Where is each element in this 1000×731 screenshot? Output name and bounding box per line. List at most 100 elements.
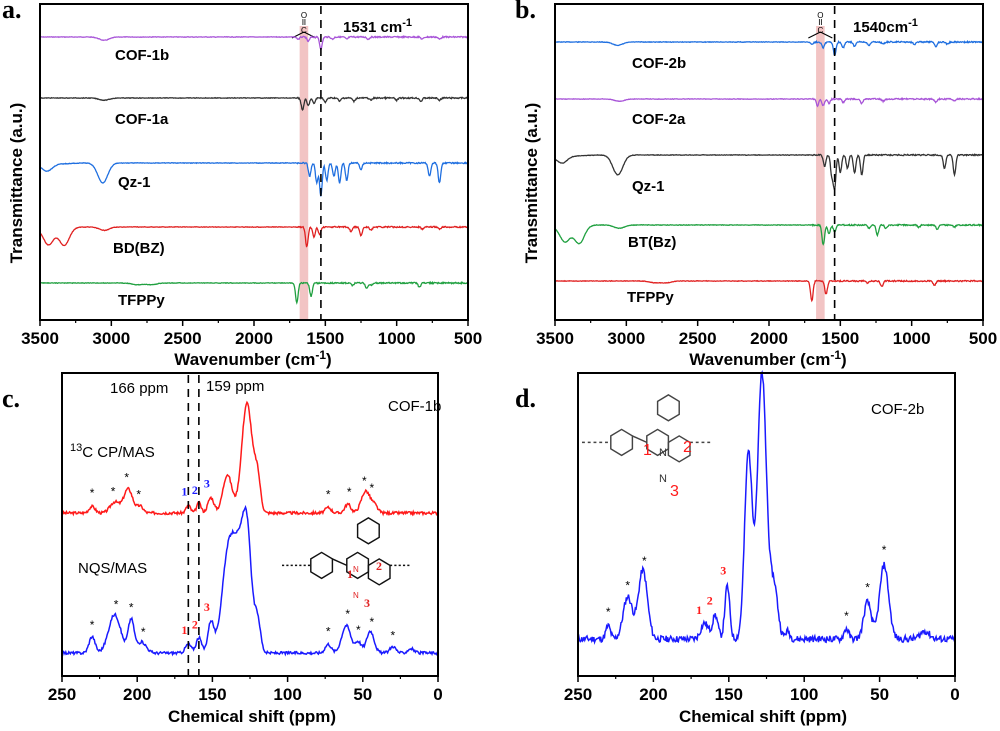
peak-label-3: 3 xyxy=(204,600,210,614)
x-tick-label: 100 xyxy=(273,685,301,704)
panel-d-title: COF-2b xyxy=(871,401,924,418)
ir-spectrum-qz-1 xyxy=(554,153,984,191)
structure-atom-n2-d: N xyxy=(659,473,667,485)
series-label-cp-mas: 13C CP/MAS xyxy=(70,442,155,461)
x-tick-label: 200 xyxy=(123,685,151,704)
dashed-line-label-159: 159 ppm xyxy=(206,378,264,395)
dashed-line-label-1540: 1540cm-1 xyxy=(853,17,918,36)
nmr-spectrum-nqs-mas xyxy=(61,504,439,657)
dashed-line-label-text-b: 1540cm xyxy=(853,19,908,36)
series-label-cof-2b: COF-2b xyxy=(632,55,686,72)
x-axis-title-d: Chemical shift (ppm) xyxy=(679,707,847,726)
peak-label-2: 2 xyxy=(707,594,713,608)
series-label-cp-mas-rest: C CP/MAS xyxy=(82,444,155,461)
plot-frame xyxy=(577,372,956,677)
spinning-sideband-marker: * xyxy=(90,618,95,632)
spinning-sideband-marker: * xyxy=(111,484,116,498)
series-label-tfppy: TFPPy xyxy=(118,292,165,309)
spinning-sideband-marker: * xyxy=(606,605,611,619)
structure-atom-n1-d: N xyxy=(659,447,667,459)
spinning-sideband-marker: * xyxy=(90,486,95,500)
spinning-sideband-marker: * xyxy=(882,543,887,557)
structure-label-1-d: 1 xyxy=(643,442,652,459)
peak-label-2: 2 xyxy=(192,617,198,631)
peak-label-1: 1 xyxy=(696,603,702,617)
benzo-ring-d xyxy=(667,435,691,463)
x-tick-label: 500 xyxy=(969,329,997,348)
ir-spectrum-tfppy xyxy=(554,278,984,303)
x-tick-label: 3500 xyxy=(21,329,59,348)
peak-label-3: 3 xyxy=(720,563,726,577)
peak-label-2: 2 xyxy=(192,483,198,497)
x-axis-title-b-sup: -1 xyxy=(830,348,841,362)
x-tick-label: 2000 xyxy=(750,329,788,348)
peak-label-1: 1 xyxy=(181,623,187,637)
phenyl-ring-top-d xyxy=(656,394,680,422)
carbonyl-c-atom: C xyxy=(301,26,307,35)
x-tick-label: 500 xyxy=(454,329,482,348)
ir-spectrum-cof-2b xyxy=(554,39,984,56)
x-tick-label: 0 xyxy=(433,685,442,704)
dashed-line-label-1531: 1531 cm-1 xyxy=(343,17,412,36)
panel-a-plot-area: CO 3500 3000 2500 2000 1500 1000 500 xyxy=(21,3,482,348)
series-label-qz-1: Qz-1 xyxy=(118,174,151,191)
carbonyl-o-atom: O xyxy=(817,11,823,20)
series-label-bt-bz: BT(Bz) xyxy=(628,234,676,251)
x-tick-label: 3000 xyxy=(607,329,645,348)
spinning-sideband-marker: * xyxy=(136,487,141,501)
dashed-line-label-text: 1531 cm xyxy=(343,19,402,36)
dashed-line-label-166: 166 ppm xyxy=(110,380,168,397)
series-label-cp-mas-sup: 13 xyxy=(70,442,82,454)
panel-b-letter: b. xyxy=(515,0,536,24)
panel-c-title: COF-1b xyxy=(388,398,441,415)
x-axis-title-a-close: ) xyxy=(326,350,332,369)
spinning-sideband-marker: * xyxy=(129,600,134,614)
panel-a-letter: a. xyxy=(2,0,22,24)
spinning-sideband-marker: * xyxy=(347,485,352,499)
plot-frame xyxy=(39,3,469,321)
x-tick-label: 50 xyxy=(870,685,889,704)
series-label-cof-1a: COF-1a xyxy=(115,111,169,128)
x-tick-label: 100 xyxy=(790,685,818,704)
structure-atom-n2-c: N xyxy=(353,591,359,600)
phenyl-ring-left xyxy=(310,551,334,580)
x-axis-title-b: Wavenumber (cm-1) xyxy=(689,348,846,369)
y-axis-title-b: Transmittance (a.u.) xyxy=(522,103,541,264)
x-tick-label: 2000 xyxy=(235,329,273,348)
spinning-sideband-marker: * xyxy=(345,607,350,621)
spinning-sideband-marker: * xyxy=(362,474,367,488)
spinning-sideband-marker: * xyxy=(114,597,119,611)
structure-atom-n1-c: N xyxy=(353,565,359,574)
nmr-spectrum-13c-cp-mas xyxy=(61,400,439,517)
x-tick-label: 3500 xyxy=(536,329,574,348)
spinning-sideband-marker: * xyxy=(369,615,374,629)
spinning-sideband-marker: * xyxy=(391,629,396,643)
dashed-line-label-sup: -1 xyxy=(402,17,412,29)
spinning-sideband-marker: * xyxy=(369,481,374,495)
x-tick-label: 2500 xyxy=(164,329,202,348)
structure-label-2-c: 2 xyxy=(376,559,382,573)
carbonyl-highlight-band xyxy=(299,26,309,320)
x-tick-label: 1500 xyxy=(821,329,859,348)
phenyl-ring-top xyxy=(356,517,380,545)
x-axis-title-a: Wavenumber (cm-1) xyxy=(174,348,331,369)
phenyl-ring-left-d xyxy=(610,428,634,457)
panel-d-letter: d. xyxy=(515,384,536,413)
x-axis-title-a-main: Wavenumber (cm xyxy=(174,350,315,369)
structure-label-3-d: 3 xyxy=(670,483,679,500)
x-tick-label: 2500 xyxy=(679,329,717,348)
spinning-sideband-marker: * xyxy=(844,609,849,623)
series-label-cof-2a: COF-2a xyxy=(632,111,686,128)
ir-spectrum-qz-1 xyxy=(39,161,469,197)
x-tick-label: 250 xyxy=(48,685,76,704)
series-label-qz-1-b: Qz-1 xyxy=(632,178,665,195)
spinning-sideband-marker: * xyxy=(326,625,331,639)
plot-frame xyxy=(554,3,984,321)
x-tick-label: 150 xyxy=(198,685,226,704)
x-tick-label: 200 xyxy=(639,685,667,704)
y-axis-title-a: Transmittance (a.u.) xyxy=(7,103,26,264)
spinning-sideband-marker: * xyxy=(326,488,331,502)
